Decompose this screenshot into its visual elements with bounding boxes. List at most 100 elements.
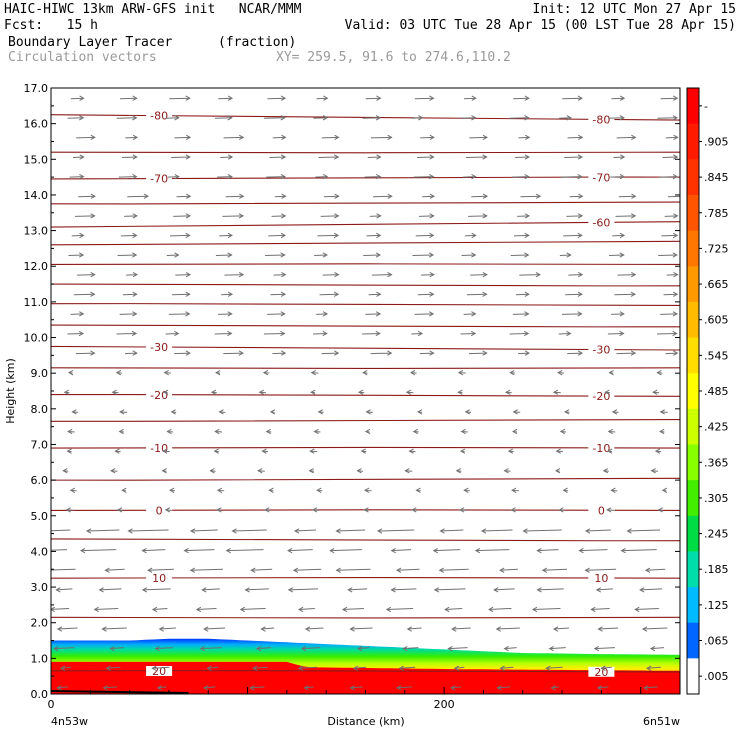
vector-shaft — [288, 588, 319, 591]
contour-label: 20 — [594, 666, 608, 679]
vector-head — [169, 487, 175, 493]
vector-head — [71, 409, 77, 415]
vector-head — [183, 547, 189, 554]
vector-head — [652, 389, 658, 395]
vector-head — [509, 370, 515, 376]
vector-shaft — [321, 136, 339, 139]
vector-head — [395, 685, 402, 691]
vector-head — [450, 685, 456, 691]
vector-head — [335, 528, 341, 534]
vector-head — [503, 468, 509, 474]
vector-head — [541, 567, 548, 573]
vector-shaft — [614, 293, 635, 296]
vector-shaft — [377, 529, 415, 532]
vector-head — [292, 567, 299, 573]
vector-shaft — [517, 215, 530, 217]
vector-shaft — [561, 313, 582, 315]
vector-head — [557, 370, 563, 376]
vector-shaft — [566, 215, 583, 217]
colorbar-label: .725 — [704, 242, 729, 255]
vector-head — [132, 272, 139, 278]
vector-shaft — [667, 195, 680, 198]
vector-shaft — [635, 607, 659, 610]
contour-label-bg — [588, 443, 615, 454]
vector-head — [322, 311, 329, 317]
vector-shaft — [598, 627, 619, 630]
vector-head — [78, 330, 85, 337]
vector-head — [672, 173, 679, 180]
vector-head — [280, 252, 286, 258]
vector-head — [607, 428, 613, 435]
vector-head — [471, 232, 477, 239]
vector-shaft — [618, 195, 636, 198]
vector-head — [482, 154, 488, 160]
vector-head — [310, 389, 316, 395]
vector-head — [170, 409, 176, 415]
vector-shaft — [159, 627, 176, 630]
vector-head — [298, 606, 304, 613]
vector-head — [333, 291, 340, 297]
vector-shaft — [294, 529, 316, 532]
vector-shaft — [51, 549, 68, 551]
vector-head — [334, 272, 340, 278]
vector-head — [429, 232, 435, 239]
vector-shaft — [148, 568, 174, 571]
vector-head — [79, 232, 85, 239]
vector-head — [132, 95, 138, 101]
vector-shaft — [166, 254, 179, 257]
vector-head — [412, 428, 419, 435]
vector-shaft — [315, 176, 328, 178]
vector-shaft — [106, 666, 121, 669]
vector-shaft — [219, 234, 232, 237]
vector-shaft — [567, 352, 583, 355]
vector-head — [261, 448, 267, 454]
header-line2-left: Fcst: 15 h — [4, 18, 98, 33]
vector-head — [90, 291, 96, 297]
vector-head — [214, 428, 220, 435]
vector-shaft — [72, 156, 84, 159]
vector-head — [673, 350, 679, 356]
vector-shaft — [463, 97, 476, 100]
vector-head — [459, 448, 466, 454]
vector-shaft — [591, 607, 610, 610]
vector-shaft — [362, 332, 380, 335]
vector-shaft — [585, 568, 617, 571]
colorbar-swatch — [687, 658, 699, 695]
vector-head — [496, 685, 502, 691]
vector-shaft — [330, 549, 362, 552]
vector-head — [432, 547, 438, 554]
vector-head — [238, 272, 245, 278]
colorbar-swatch — [687, 230, 699, 267]
vector-shaft — [336, 529, 366, 532]
vector-shaft — [56, 588, 73, 591]
vector-shaft — [358, 647, 370, 650]
vector-head — [410, 370, 416, 376]
vector-head — [151, 606, 158, 613]
vector-shaft — [267, 97, 286, 100]
vector-head — [280, 330, 286, 337]
vector-shaft — [172, 293, 190, 296]
contour-label-bg — [588, 114, 615, 125]
vector-head — [523, 330, 530, 337]
vector-head — [604, 389, 610, 395]
vector-head — [85, 528, 92, 534]
vector-head — [672, 330, 678, 337]
y-tick-label: 8.0 — [31, 403, 49, 416]
vector-head — [132, 291, 138, 297]
vector-head — [447, 646, 453, 652]
vector-shaft — [370, 136, 392, 139]
vector-head — [402, 646, 408, 652]
vector-shaft — [369, 215, 381, 217]
vector-head — [577, 213, 584, 219]
vector-head — [154, 646, 160, 652]
temperature-contour — [51, 616, 680, 619]
vector-shaft — [322, 274, 339, 276]
contour-label: -20 — [592, 390, 610, 403]
vector-shaft — [271, 215, 286, 217]
vector-shaft — [218, 97, 233, 100]
vector-shaft — [119, 313, 137, 315]
vector-shaft — [419, 352, 434, 355]
vector-head — [649, 646, 656, 652]
vector-head — [45, 568, 49, 572]
vector-head — [66, 448, 72, 454]
